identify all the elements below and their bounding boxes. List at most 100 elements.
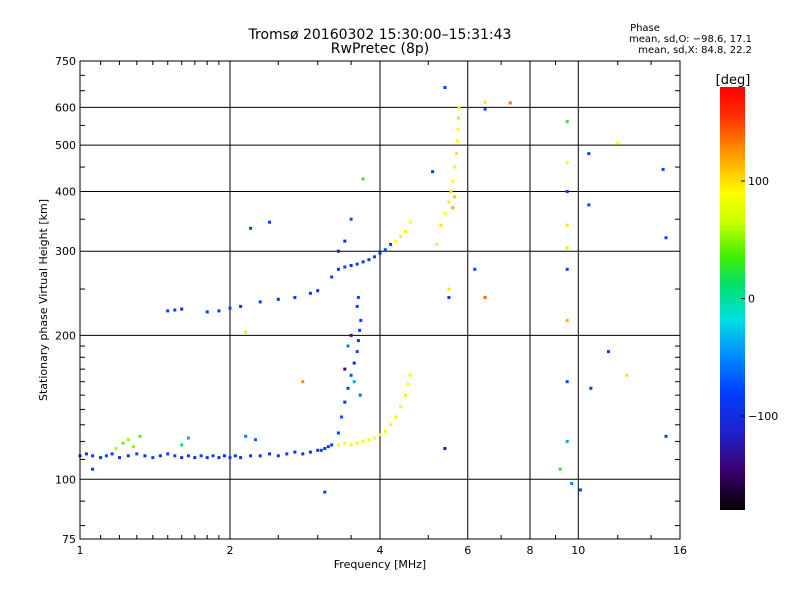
echo-point	[343, 441, 347, 445]
echo-point	[399, 405, 403, 408]
y-tick-label: 75	[62, 533, 76, 546]
echo-point	[276, 454, 280, 458]
echo-point	[319, 448, 323, 452]
echo-point	[205, 310, 209, 314]
echo-point	[205, 456, 209, 460]
x-axis: 1 2 4 6 8 10 16	[77, 61, 687, 557]
echo-point	[285, 452, 289, 456]
echo-point	[367, 438, 371, 442]
echo-point	[343, 367, 347, 371]
x-tick-label: 16	[673, 544, 687, 557]
echo-point	[455, 139, 459, 143]
echo-point	[91, 454, 95, 458]
echo-point	[587, 152, 591, 156]
echo-point	[355, 304, 359, 308]
chart-subtitle: RwPretec (8p)	[331, 41, 429, 57]
echo-point	[453, 165, 457, 169]
echo-point	[565, 223, 569, 227]
echo-point	[352, 380, 356, 384]
echo-point	[84, 452, 88, 456]
echo-point	[258, 454, 262, 458]
y-tick-label: 300	[55, 245, 76, 258]
echo-point	[356, 339, 360, 343]
echo-point	[180, 443, 184, 447]
echo-point	[565, 380, 569, 384]
plot-frame	[79, 60, 681, 540]
echo-point	[358, 328, 362, 332]
echo-point	[565, 120, 569, 124]
echo-point	[483, 107, 487, 111]
x-tick-label: 2	[227, 544, 234, 557]
echo-point	[431, 170, 435, 174]
y-tick-label: 400	[55, 185, 76, 198]
echo-point	[399, 235, 403, 238]
colorbar-tick-label: 0	[748, 293, 755, 306]
echo-point	[383, 429, 387, 433]
echo-point	[126, 438, 130, 442]
echo-point	[293, 296, 297, 299]
echo-point	[447, 296, 451, 299]
echo-point	[394, 239, 398, 243]
colorbar-tick-label: −100	[748, 410, 778, 423]
echo-point	[358, 393, 362, 397]
colorbar: [deg] 100 0 −100	[716, 73, 778, 510]
echo-point	[355, 441, 359, 445]
plot-points	[78, 86, 668, 494]
echo-point	[404, 393, 407, 397]
echo-point	[447, 200, 451, 204]
echo-point	[326, 445, 330, 449]
y-tick-label: 500	[55, 139, 76, 152]
x-tick-label: 8	[527, 544, 534, 557]
echo-point	[352, 361, 356, 365]
echo-point	[349, 333, 353, 337]
echo-point	[217, 309, 221, 313]
x-tick-label: 6	[464, 544, 471, 557]
echo-point	[166, 309, 170, 313]
echo-point	[193, 456, 197, 460]
colorbar-ticks: 100 0 −100	[741, 175, 778, 423]
echo-point	[378, 251, 382, 255]
echo-point	[343, 265, 347, 269]
echo-point	[276, 297, 280, 301]
echo-point	[457, 105, 461, 109]
echo-point	[268, 220, 271, 224]
echo-point	[211, 454, 215, 458]
echo-point	[217, 456, 221, 460]
echo-point	[565, 246, 569, 250]
echo-point	[118, 456, 121, 460]
colorbar-gradient	[720, 87, 745, 510]
echo-point	[565, 161, 569, 164]
echo-point	[173, 454, 177, 458]
echo-point	[180, 307, 184, 311]
echo-point	[239, 456, 243, 460]
echo-point	[346, 344, 350, 348]
phase-info: Phase mean, sd,O: −98.6, 17.1 mean, sd,X…	[629, 23, 752, 56]
echo-point	[570, 482, 574, 485]
echo-point	[443, 211, 447, 215]
echo-point	[443, 86, 447, 89]
echo-point	[301, 380, 305, 384]
echo-point	[456, 127, 460, 131]
echo-point	[158, 454, 162, 458]
echo-point	[558, 467, 562, 471]
echo-point	[625, 373, 629, 377]
echo-point	[110, 452, 114, 456]
echo-point	[249, 454, 253, 458]
echo-point	[349, 217, 353, 221]
phase-info-o-mode: mean, sd,O: −98.6, 17.1	[629, 34, 752, 45]
echo-point	[439, 223, 443, 227]
echo-point	[473, 267, 477, 271]
echo-point	[343, 239, 347, 243]
echo-point	[661, 167, 665, 171]
echo-point	[664, 434, 668, 438]
echo-point	[340, 415, 344, 419]
y-axis: 75 100 200 300 400 500 600 750	[55, 55, 680, 546]
y-axis-label: Stationary phase Virtual Height [km]	[37, 199, 50, 401]
echo-point	[587, 203, 591, 207]
echo-point	[180, 456, 184, 460]
echo-point	[121, 441, 125, 445]
echo-point	[346, 386, 350, 390]
echo-point	[249, 226, 253, 230]
echo-point	[228, 456, 232, 460]
